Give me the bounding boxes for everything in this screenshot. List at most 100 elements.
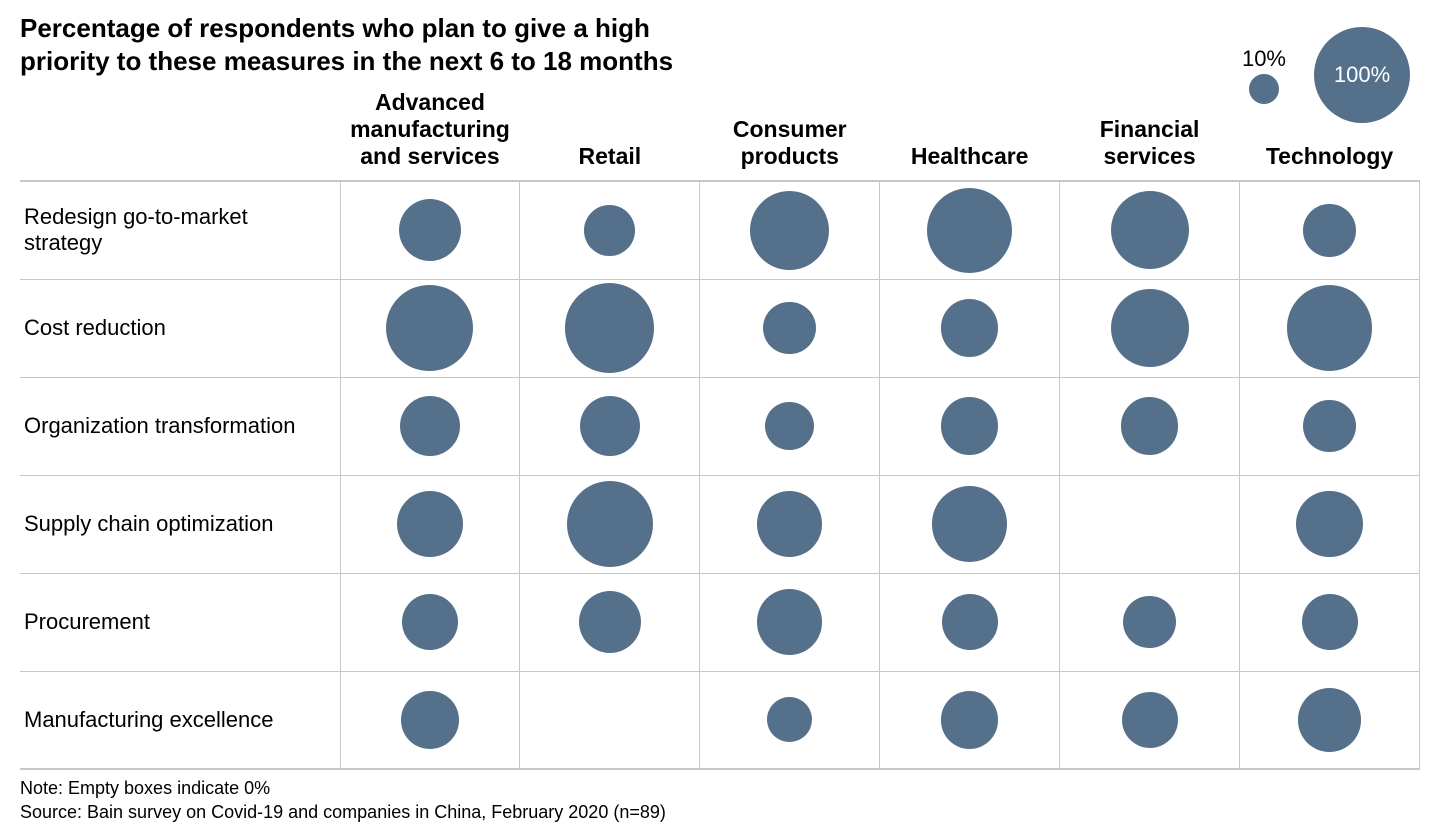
bubble-cell: [1240, 475, 1420, 573]
bubble-cell: [520, 475, 700, 573]
bubble-matrix-chart: 10%100% Advancedmanufacturingand service…: [20, 83, 1420, 770]
note-text: Note: Empty boxes indicate 0%: [20, 776, 1420, 800]
bubble-cell: [520, 181, 700, 279]
data-bubble: [1303, 400, 1356, 453]
bubble-cell: [1060, 279, 1240, 377]
data-bubble: [1121, 397, 1179, 455]
row-label: Manufacturing excellence: [20, 671, 340, 769]
bubble-cell: [880, 377, 1060, 475]
bubble-cell: [520, 377, 700, 475]
data-bubble: [1296, 491, 1363, 558]
bubble-cell: [340, 181, 520, 279]
title-line-1: Percentage of respondents who plan to gi…: [20, 13, 650, 43]
footnotes: Note: Empty boxes indicate 0% Source: Ba…: [20, 776, 1420, 825]
bubble-cell: [1060, 181, 1240, 279]
table-row: Redesign go-to-market strategy: [20, 181, 1420, 279]
table-row: Manufacturing excellence: [20, 671, 1420, 769]
data-bubble: [1111, 191, 1189, 269]
bubble-cell: [700, 181, 880, 279]
bubble-cell: [880, 475, 1060, 573]
table-row: Procurement: [20, 573, 1420, 671]
data-bubble: [565, 283, 654, 372]
bubble-cell: [880, 671, 1060, 769]
data-bubble: [1111, 289, 1189, 367]
data-bubble: [386, 285, 473, 372]
data-bubble: [757, 491, 822, 556]
legend-small-label: 10%: [1242, 46, 1286, 72]
table-row: Organization transformation: [20, 377, 1420, 475]
column-header: Retail: [520, 83, 700, 181]
table-body: Redesign go-to-market strategyCost reduc…: [20, 181, 1420, 769]
legend-small-bubble: [1249, 74, 1279, 104]
bubble-cell: [700, 279, 880, 377]
data-bubble: [941, 691, 999, 749]
row-label: Procurement: [20, 573, 340, 671]
bubble-cell: [1240, 573, 1420, 671]
data-bubble: [941, 299, 999, 357]
bubble-cell: [340, 279, 520, 377]
legend-large: 100%: [1314, 27, 1410, 123]
bubble-cell: [700, 475, 880, 573]
column-header: Healthcare: [880, 83, 1060, 181]
data-bubble: [400, 396, 461, 457]
title-line-2: priority to these measures in the next 6…: [20, 46, 673, 76]
data-bubble: [941, 397, 999, 455]
data-bubble: [927, 188, 1012, 273]
data-bubble: [401, 691, 459, 749]
data-bubble: [402, 594, 458, 650]
bubble-cell: [700, 377, 880, 475]
table-head: Advancedmanufacturingand servicesRetailC…: [20, 83, 1420, 181]
data-bubble: [579, 591, 641, 653]
row-label: Supply chain optimization: [20, 475, 340, 573]
bubble-cell: [520, 279, 700, 377]
bubble-cell: [700, 573, 880, 671]
row-label: Redesign go-to-market strategy: [20, 181, 340, 279]
source-text: Source: Bain survey on Covid-19 and comp…: [20, 800, 1420, 824]
table-row: Cost reduction: [20, 279, 1420, 377]
bubble-cell: [880, 279, 1060, 377]
data-bubble: [1303, 204, 1356, 257]
column-header: Financialservices: [1060, 83, 1240, 181]
data-bubble: [942, 594, 998, 650]
data-bubble: [399, 199, 461, 261]
legend-large-label: 100%: [1334, 62, 1390, 88]
size-legend: 10% 100%: [1242, 27, 1410, 123]
bubble-cell: [880, 181, 1060, 279]
bubble-cell: [520, 671, 700, 769]
header-blank: [20, 83, 340, 181]
header-row: Advancedmanufacturingand servicesRetailC…: [20, 83, 1420, 181]
data-bubble: [397, 491, 464, 558]
data-bubble: [757, 589, 822, 654]
legend-small: 10%: [1242, 46, 1286, 104]
bubble-cell: [880, 573, 1060, 671]
data-bubble: [765, 402, 814, 451]
bubble-cell: [1240, 279, 1420, 377]
data-bubble: [1123, 596, 1176, 649]
bubble-cell: [520, 573, 700, 671]
data-bubble: [763, 302, 816, 355]
bubble-cell: [1060, 475, 1240, 573]
data-bubble: [1302, 594, 1358, 650]
column-header: Advancedmanufacturingand services: [340, 83, 520, 181]
data-bubble: [932, 486, 1008, 562]
bubble-cell: [1240, 671, 1420, 769]
data-bubble: [750, 191, 829, 270]
table-row: Supply chain optimization: [20, 475, 1420, 573]
data-bubble: [767, 697, 812, 742]
data-bubble: [567, 481, 653, 567]
bubble-cell: [340, 671, 520, 769]
bubble-cell: [340, 573, 520, 671]
bubble-cell: [340, 475, 520, 573]
bubble-cell: [1060, 377, 1240, 475]
data-bubble: [584, 205, 635, 256]
data-bubble: [1287, 285, 1373, 371]
bubble-cell: [700, 671, 880, 769]
bubble-cell: [340, 377, 520, 475]
bubble-cell: [1060, 671, 1240, 769]
data-bubble: [1298, 688, 1362, 752]
bubble-cell: [1060, 573, 1240, 671]
row-label: Organization transformation: [20, 377, 340, 475]
row-label: Cost reduction: [20, 279, 340, 377]
data-bubble: [580, 396, 641, 457]
bubble-cell: [1240, 377, 1420, 475]
